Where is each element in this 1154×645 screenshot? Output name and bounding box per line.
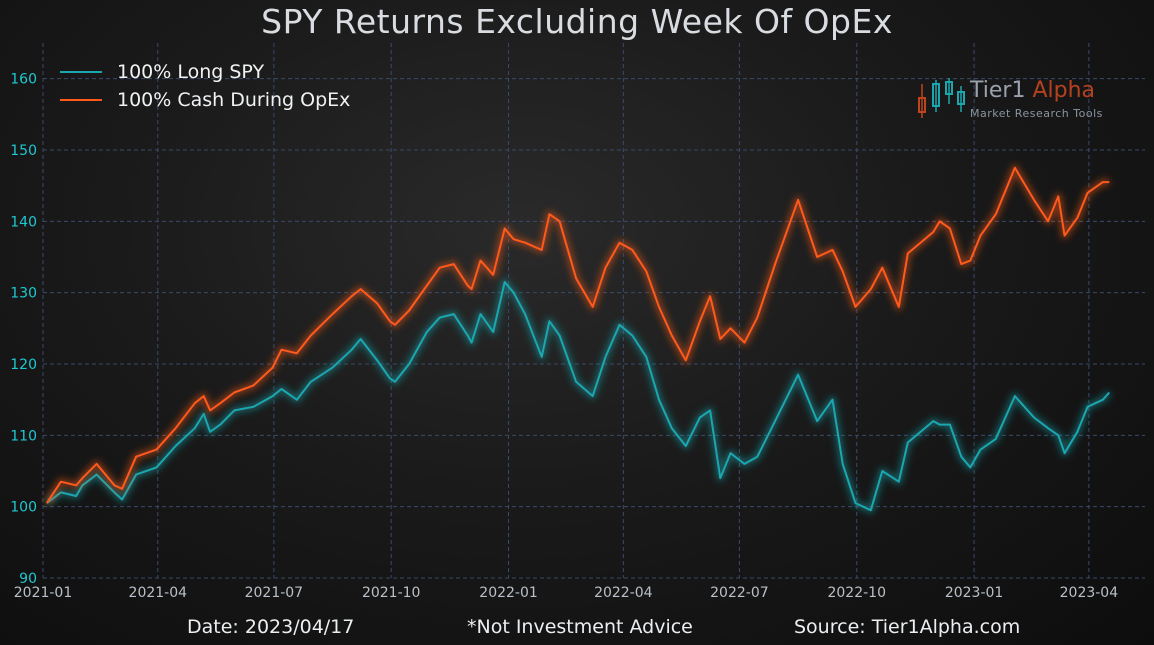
y-tick-label: 150 [10, 143, 37, 159]
footer-disclaimer: *Not Investment Advice [467, 616, 693, 638]
x-tick-label: 2021-07 [245, 585, 304, 601]
y-tick-label: 160 [10, 72, 37, 88]
legend-item-cash-opex: 100% Cash During OpEx [60, 86, 350, 114]
footer-date: Date: 2023/04/17 [187, 616, 355, 638]
legend-swatch-cash-opex [60, 99, 102, 101]
x-tick-label: 2021-04 [129, 585, 188, 601]
candlestick-logo-icon [918, 78, 965, 118]
x-tick-label: 2022-10 [827, 585, 886, 601]
footer-source: Source: Tier1Alpha.com [794, 616, 1021, 638]
x-tick-label: 2021-01 [14, 585, 73, 601]
legend: 100% Long SPY 100% Cash During OpEx [60, 58, 350, 114]
x-tick-label: 2021-10 [362, 585, 421, 601]
x-tick-label: 2022-04 [594, 585, 653, 601]
y-tick-label: 90 [19, 571, 37, 587]
series-line-long-spy [46, 281, 1111, 512]
x-tick-label: 2023-04 [1060, 585, 1119, 601]
legend-label-long-spy: 100% Long SPY [117, 61, 265, 83]
series-glow-cash-opex [43, 164, 1110, 506]
y-tick-label: 100 [10, 500, 37, 516]
y-tick-label: 130 [10, 286, 37, 302]
y-tick-label: 140 [10, 214, 37, 230]
legend-item-long-spy: 100% Long SPY [60, 58, 350, 86]
chart-title: SPY Returns Excluding Week Of OpEx [261, 2, 893, 41]
tier1alpha-logo: Tier1 Alpha Market Research Tools [918, 78, 1102, 124]
legend-swatch-long-spy [60, 71, 102, 73]
x-tick-label: 2022-01 [479, 585, 538, 601]
logo-name-part2: Alpha [1032, 78, 1096, 103]
y-tick-label: 110 [10, 428, 37, 444]
x-tick-label: 2022-07 [710, 585, 769, 601]
x-tick-label: 2023-01 [945, 585, 1004, 601]
y-tick-label: 120 [10, 357, 37, 373]
legend-label-cash-opex: 100% Cash During OpEx [117, 89, 351, 111]
logo-wordmark: Tier1 Alpha [970, 78, 1095, 103]
series-line-cash-opex [45, 166, 1110, 504]
logo-tagline: Market Research Tools [970, 107, 1103, 120]
logo-name-part1: Tier1 [970, 78, 1033, 103]
